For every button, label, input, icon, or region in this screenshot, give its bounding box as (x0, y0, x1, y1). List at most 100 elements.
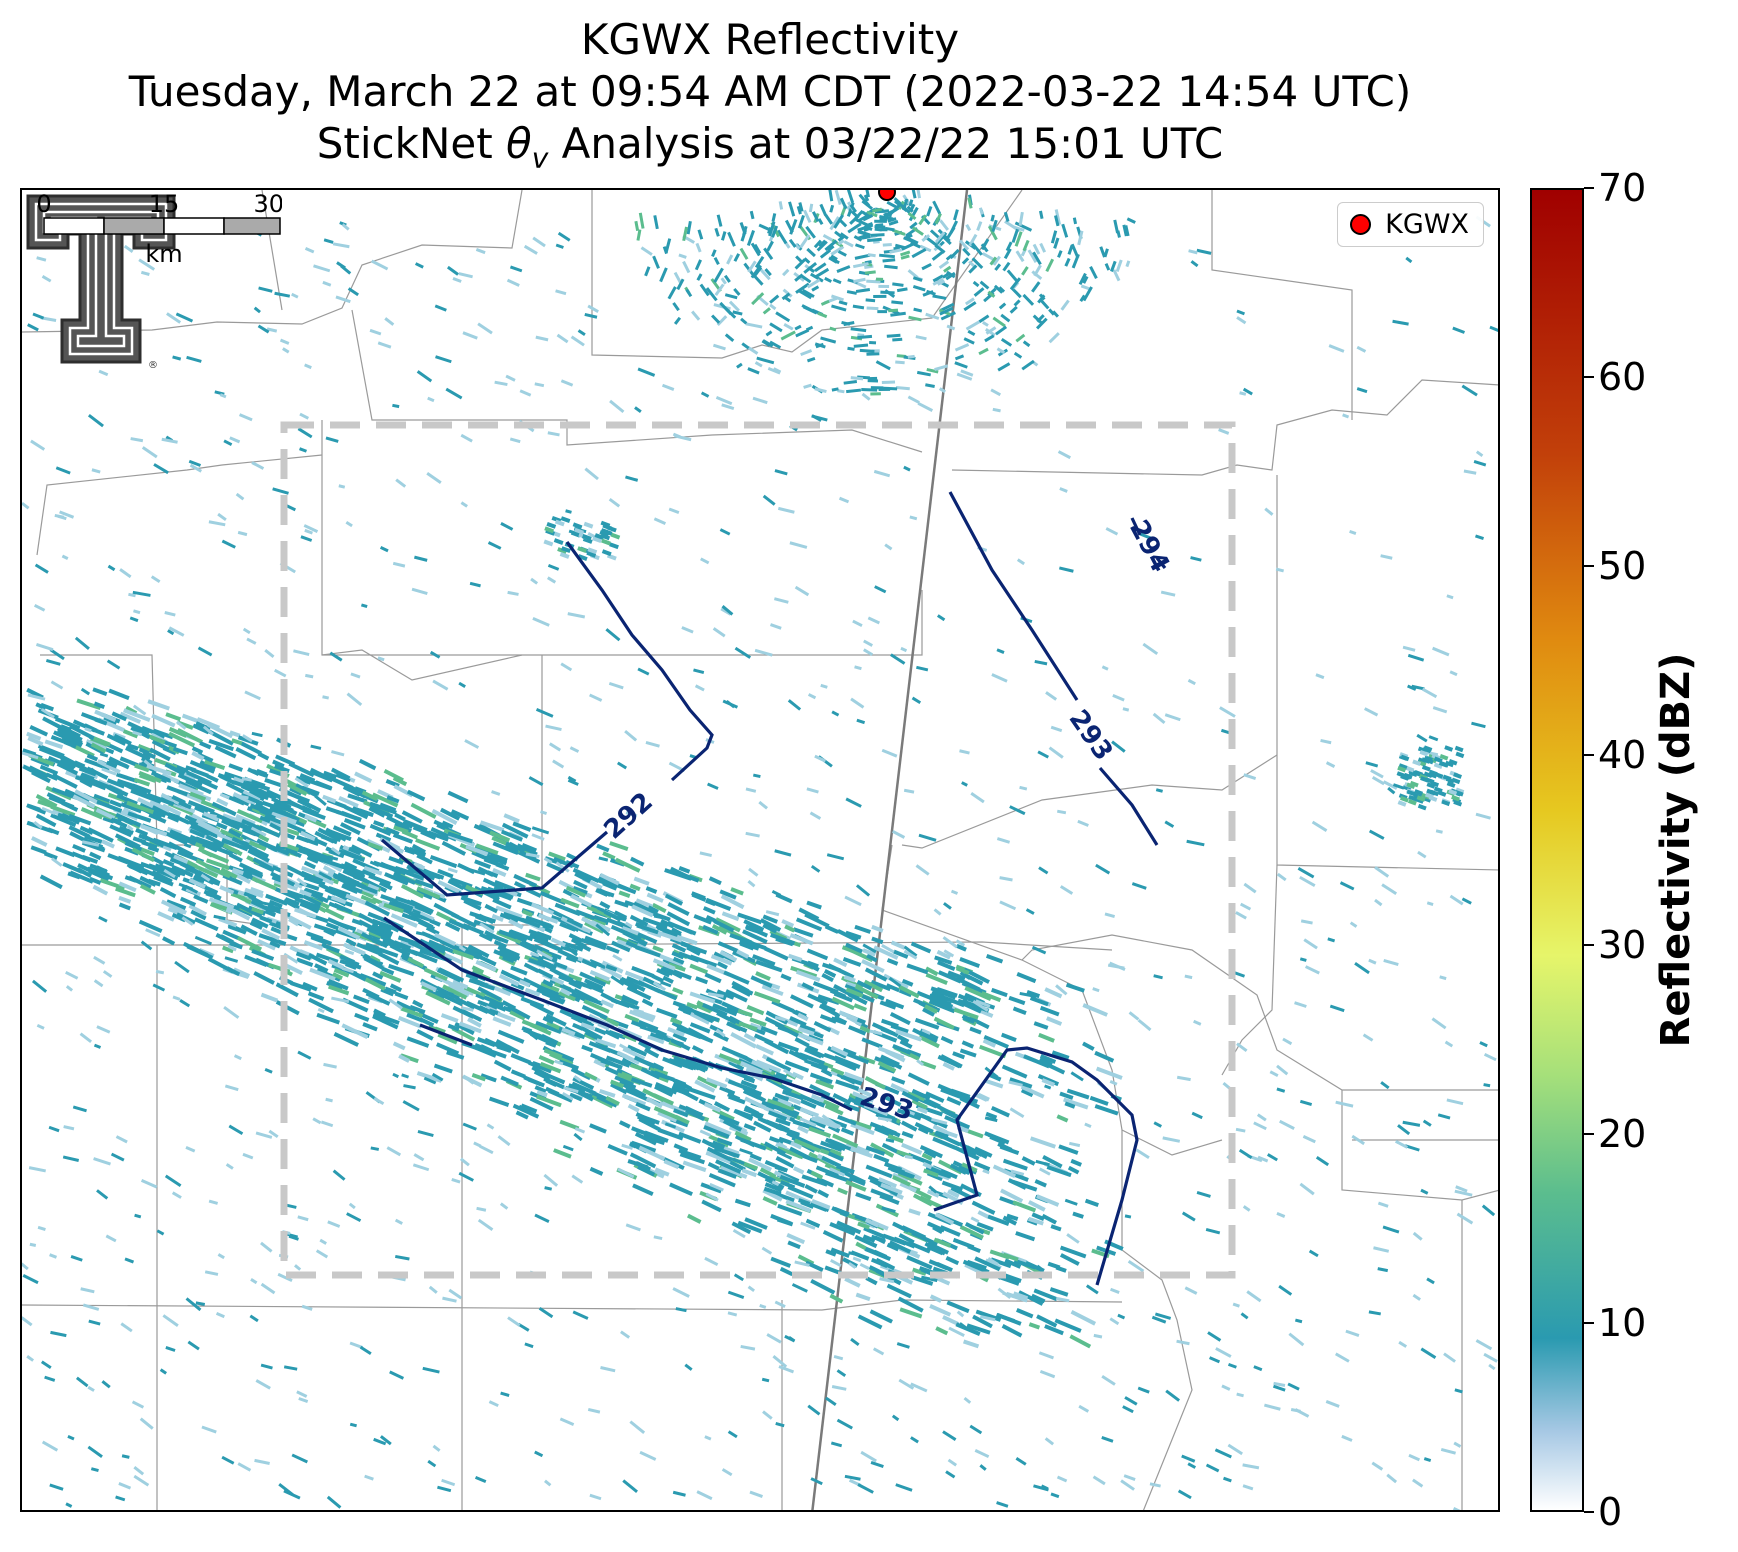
echo-gate (565, 859, 580, 869)
echo-gate (1416, 795, 1426, 802)
echo-gate (401, 810, 423, 824)
echo-gate (761, 1100, 782, 1111)
echo-gate (794, 258, 807, 270)
echo-gate (1124, 1214, 1132, 1219)
echo-gate (1035, 317, 1048, 330)
echo-gate (909, 221, 918, 230)
echo-gate (373, 1097, 385, 1106)
echo-gate (925, 383, 935, 389)
echo-gate (942, 1430, 957, 1441)
echo-gate (715, 1028, 726, 1038)
echo-gate (555, 243, 564, 249)
echo-gate (997, 1142, 1013, 1152)
echo-gate (341, 883, 359, 895)
echo-gate (34, 563, 49, 574)
echo-gate (311, 770, 334, 783)
echo-gate (1190, 260, 1199, 268)
echo-gate (764, 1182, 783, 1193)
echo-gate (596, 878, 614, 888)
echo-gate (264, 777, 283, 788)
echo-gate (908, 315, 922, 322)
echo-gate (587, 547, 598, 555)
echo-gate (788, 201, 796, 217)
echo-gate (339, 954, 355, 964)
echo-gate (843, 380, 858, 385)
echo-gate (95, 808, 116, 821)
echo-gate (1242, 1205, 1251, 1212)
echo-gate (69, 870, 94, 884)
echo-gate (577, 329, 586, 336)
echo-gate (1452, 1507, 1463, 1510)
echo-gate (606, 917, 625, 928)
echo-gate (246, 637, 257, 645)
echo-gate (476, 1206, 487, 1212)
echo-gate (384, 872, 409, 886)
echo-gate (837, 250, 847, 257)
echo-gate (636, 923, 659, 935)
echo-gate (573, 1132, 583, 1142)
echo-gate (317, 827, 342, 843)
echo-gate (1055, 1296, 1070, 1303)
echo-gate (1411, 684, 1425, 691)
echo-gate (684, 1363, 693, 1371)
echo-gate (439, 939, 459, 952)
echo-gate (1335, 1100, 1354, 1108)
echo-gate (441, 820, 454, 829)
echo-gate (215, 1312, 225, 1319)
echo-gate (90, 742, 107, 754)
echo-gate (118, 1482, 132, 1490)
echo-gate (727, 1311, 738, 1317)
echo-gate (873, 1153, 890, 1164)
echo-gate (672, 1490, 686, 1497)
echo-gate (102, 970, 113, 978)
echo-gate (837, 929, 859, 943)
echo-gate (510, 1069, 526, 1079)
echo-gate (244, 887, 264, 899)
echo-gate (1038, 298, 1050, 310)
echo-gate (888, 1240, 912, 1254)
echo-gate (621, 925, 640, 936)
echo-gate (781, 919, 795, 928)
echo-gate (41, 806, 56, 815)
echo-gate (352, 994, 370, 1005)
echo-gate (375, 832, 392, 843)
echo-gate (798, 289, 812, 300)
echo-gate (61, 554, 69, 560)
echo-gate (750, 242, 761, 257)
echo-gate (140, 270, 150, 276)
echo-gate (768, 221, 776, 237)
echo-gate (178, 816, 190, 825)
echo-gate (92, 884, 109, 896)
echo-gate (96, 1189, 109, 1200)
echo-gate (864, 270, 876, 275)
contour-label-294: 294 (1123, 515, 1175, 577)
echo-gate (734, 646, 752, 659)
echo-gate (864, 1076, 886, 1090)
echo-gate (226, 905, 251, 921)
echo-gate (75, 1376, 89, 1388)
echo-gate (1475, 534, 1484, 540)
echo-gate (383, 902, 404, 914)
echo-gate (162, 859, 175, 868)
echo-gate (599, 530, 610, 537)
echo-gate (600, 1366, 616, 1373)
echo-gate (446, 265, 459, 276)
echo-gate (600, 992, 619, 1005)
echo-gate (1214, 1448, 1232, 1459)
echo-gate (101, 1380, 111, 1389)
radar-map[interactable]: 292 293 293 294 ® KGWX 0 15 30 (20, 188, 1500, 1512)
echo-gate (824, 214, 833, 225)
echo-gate (222, 945, 234, 954)
echo-gate (926, 1221, 946, 1233)
echo-gate (573, 879, 588, 890)
echo-gate (146, 728, 162, 736)
echo-gate (373, 820, 385, 828)
echo-gate (1045, 258, 1055, 273)
echo-gate (79, 825, 94, 835)
echo-gate (867, 237, 882, 243)
echo-gate (1456, 1212, 1474, 1225)
echo-gate (1439, 761, 1449, 768)
echo-gate (132, 836, 147, 845)
echo-gate (727, 1092, 741, 1102)
echo-gate (794, 324, 802, 331)
